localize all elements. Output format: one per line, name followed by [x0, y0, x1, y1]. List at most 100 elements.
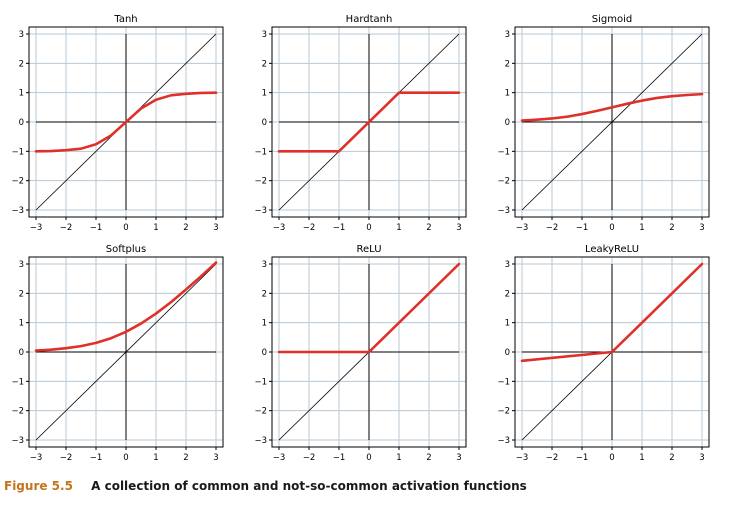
x-tick-label: 3: [699, 453, 704, 463]
figure-caption-text: A collection of common and not-so-common…: [91, 479, 527, 493]
y-tick-label: 1: [262, 89, 267, 99]
chart-title: Softplus: [106, 244, 146, 255]
y-tick-label: 2: [505, 59, 510, 69]
y-tick-label: 3: [262, 260, 267, 270]
y-tick-label: −1: [254, 147, 267, 157]
x-tick-label: 0: [123, 453, 128, 463]
x-tick-label: 2: [669, 223, 674, 233]
x-tick-label: −2: [546, 223, 559, 233]
activation-curve: [277, 91, 461, 153]
identity-line: [521, 33, 703, 211]
x-tick-label: −2: [60, 223, 73, 233]
chart-panel-relu: −3 −2 −1 0 1 2 3 −3 −2 −1 0 1 2 3 ReLU: [254, 244, 467, 463]
y-tick-label: 2: [19, 59, 24, 69]
y-tick-label: 2: [19, 289, 24, 299]
y-tick-label: 0: [505, 348, 510, 358]
x-tick-label: 0: [366, 223, 371, 233]
x-tick-label: −3: [516, 453, 529, 463]
chart-panel-tanh: −3 −2 −1 0 1 2 3 −3 −2 −1 0 1 2 3 Tanh: [11, 14, 224, 233]
y-tick-label: −1: [11, 377, 24, 387]
y-tick-label: 3: [262, 30, 267, 40]
x-tick-label: −1: [576, 223, 589, 233]
chart-panel-sigmoid: −3 −2 −1 0 1 2 3 −3 −2 −1 0 1 2 3 Sigmoid: [497, 14, 710, 233]
chart-title: Tanh: [113, 14, 137, 25]
x-tick-label: −2: [303, 453, 316, 463]
x-tick-label: −2: [60, 453, 73, 463]
chart-panel-hardtanh: −3 −2 −1 0 1 2 3 −3 −2 −1 0 1 2 3 Hardtanh: [254, 14, 467, 233]
y-tick-label: 1: [505, 319, 510, 329]
x-tick-label: −3: [273, 453, 286, 463]
x-tick-label: −1: [333, 453, 346, 463]
x-tick-label: −1: [333, 223, 346, 233]
figure-label: Figure 5.5: [4, 479, 73, 493]
y-tick-label: −1: [497, 377, 510, 387]
chart-title: Hardtanh: [346, 14, 393, 25]
y-tick-label: −3: [497, 436, 510, 446]
x-tick-label: −3: [30, 223, 43, 233]
x-tick-label: 0: [123, 223, 128, 233]
x-tick-label: 0: [609, 223, 614, 233]
y-tick-label: 1: [262, 319, 267, 329]
figure-caption: Figure 5.5 A collection of common and no…: [4, 479, 729, 493]
y-tick-label: −1: [254, 377, 267, 387]
y-tick-label: −2: [11, 407, 24, 417]
y-tick-label: 3: [505, 260, 510, 270]
activation-curve: [34, 91, 218, 153]
x-tick-label: 2: [426, 223, 431, 233]
y-tick-label: 1: [505, 89, 510, 99]
x-tick-label: 0: [366, 453, 371, 463]
activation-curve: [520, 92, 704, 122]
x-tick-label: 3: [213, 453, 218, 463]
y-tick-label: −3: [254, 206, 267, 216]
y-tick-label: −1: [11, 147, 24, 157]
activation-curve: [34, 261, 218, 352]
y-tick-label: −3: [11, 436, 24, 446]
x-tick-label: 2: [183, 453, 188, 463]
y-tick-label: −2: [497, 177, 510, 187]
chart-title: LeakyReLU: [585, 244, 639, 255]
x-tick-label: 1: [153, 453, 158, 463]
identity-line: [35, 263, 217, 441]
x-tick-label: 1: [153, 223, 158, 233]
y-tick-label: −2: [497, 407, 510, 417]
x-tick-label: 3: [213, 223, 218, 233]
x-tick-label: 3: [456, 453, 461, 463]
y-tick-label: −1: [497, 147, 510, 157]
chart-title: Sigmoid: [592, 14, 632, 25]
chart-panel-leakyrelu: −3 −2 −1 0 1 2 3 −3 −2 −1 0 1 2 3 LeakyReLU: [497, 244, 710, 463]
x-tick-label: 1: [639, 223, 644, 233]
x-tick-label: −3: [273, 223, 286, 233]
y-tick-label: −3: [254, 436, 267, 446]
x-tick-label: 3: [456, 223, 461, 233]
y-tick-label: −2: [254, 177, 267, 187]
y-tick-label: 3: [505, 30, 510, 40]
chart-panel-softplus: −3 −2 −1 0 1 2 3 −3 −2 −1 0 1 2 3 Softplus: [11, 244, 224, 463]
x-tick-label: 3: [699, 223, 704, 233]
x-tick-label: −1: [90, 223, 103, 233]
y-tick-label: −2: [254, 407, 267, 417]
x-tick-label: −1: [576, 453, 589, 463]
y-tick-label: 3: [19, 30, 24, 40]
y-tick-label: 1: [19, 89, 24, 99]
x-tick-label: 2: [183, 223, 188, 233]
y-tick-label: −2: [11, 177, 24, 187]
y-tick-label: 2: [262, 289, 267, 299]
x-tick-label: 1: [396, 223, 401, 233]
y-tick-label: 1: [19, 319, 24, 329]
x-tick-label: −3: [30, 453, 43, 463]
y-tick-label: 0: [19, 348, 24, 358]
y-tick-label: −3: [11, 206, 24, 216]
activation-curve: [520, 262, 704, 363]
x-tick-label: 2: [426, 453, 431, 463]
x-tick-label: 1: [396, 453, 401, 463]
y-tick-label: 2: [262, 59, 267, 69]
y-tick-label: 0: [262, 118, 267, 128]
activation-curve: [277, 262, 461, 354]
chart-title: ReLU: [356, 244, 381, 255]
x-tick-label: −2: [546, 453, 559, 463]
x-tick-label: 1: [639, 453, 644, 463]
y-tick-label: −3: [497, 206, 510, 216]
x-tick-label: −1: [90, 453, 103, 463]
y-tick-label: 0: [262, 348, 267, 358]
